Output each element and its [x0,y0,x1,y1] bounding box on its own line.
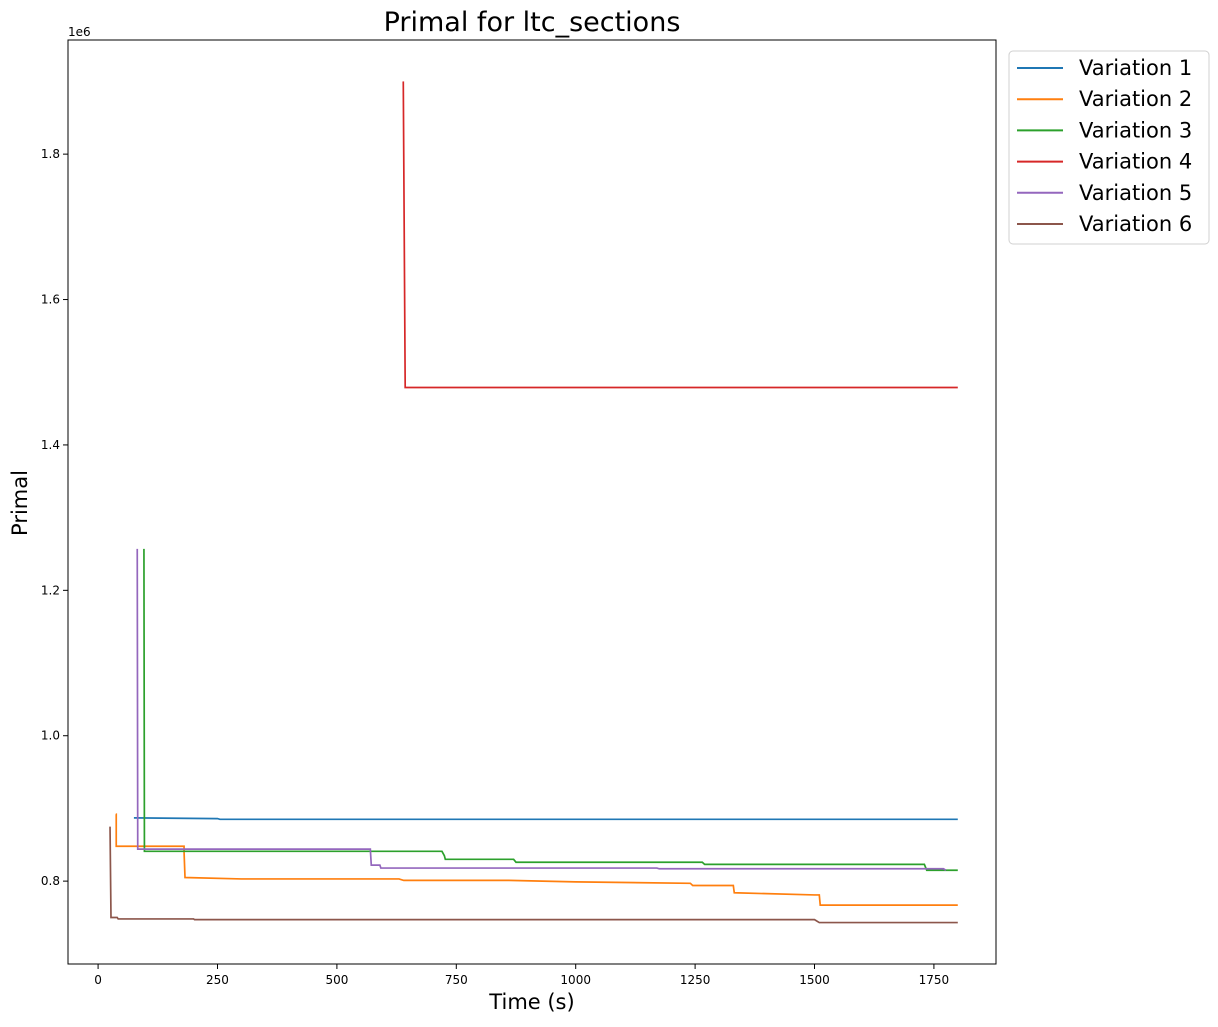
y-tick-label: 1.6 [41,293,60,307]
series-line-variation-2 [115,813,958,906]
series-line-variation-1 [133,817,958,821]
y-tick-label: 1.8 [41,147,60,161]
y-axis-label: Primal [8,470,32,536]
series-lines [109,81,958,924]
x-tick-label: 250 [206,973,229,987]
x-tick-label: 750 [445,973,468,987]
y-tick-label: 1.0 [41,729,60,743]
legend-label: Variation 5 [1079,181,1192,205]
series-line-variation-5 [136,548,947,871]
x-axis-label: Time (s) [488,990,574,1014]
y-scale-label: 1e6 [68,25,91,39]
y-tick-label: 1.2 [41,583,60,597]
chart-title: Primal for ltc_sections [384,7,681,38]
x-tick-label: 1750 [919,973,950,987]
plot-frame [67,39,997,965]
y-tick-label: 0.8 [41,874,60,888]
x-tick-label: 1000 [560,973,591,987]
x-axis-ticks: 0 250 500 750 1000 1250 1500 1750 [94,964,949,987]
y-axis-ticks: 0.8 1.0 1.2 1.4 1.6 1.8 [41,147,68,888]
series-line-variation-4 [402,81,958,389]
series-line-variation-6 [109,826,958,924]
legend-label: Variation 2 [1079,87,1192,111]
legend-label: Variation 4 [1079,150,1192,174]
x-tick-label: 0 [94,973,102,987]
legend-label: Variation 3 [1079,118,1192,142]
legend-label: Variation 6 [1079,212,1192,236]
x-tick-label: 1500 [799,973,830,987]
y-tick-label: 1.4 [41,438,60,452]
x-tick-label: 500 [325,973,348,987]
x-tick-label: 1250 [680,973,711,987]
legend-label: Variation 1 [1079,56,1192,80]
legend: Variation 1 Variation 2 Variation 3 Variati… [1008,50,1210,245]
series-line-variation-3 [143,548,958,872]
